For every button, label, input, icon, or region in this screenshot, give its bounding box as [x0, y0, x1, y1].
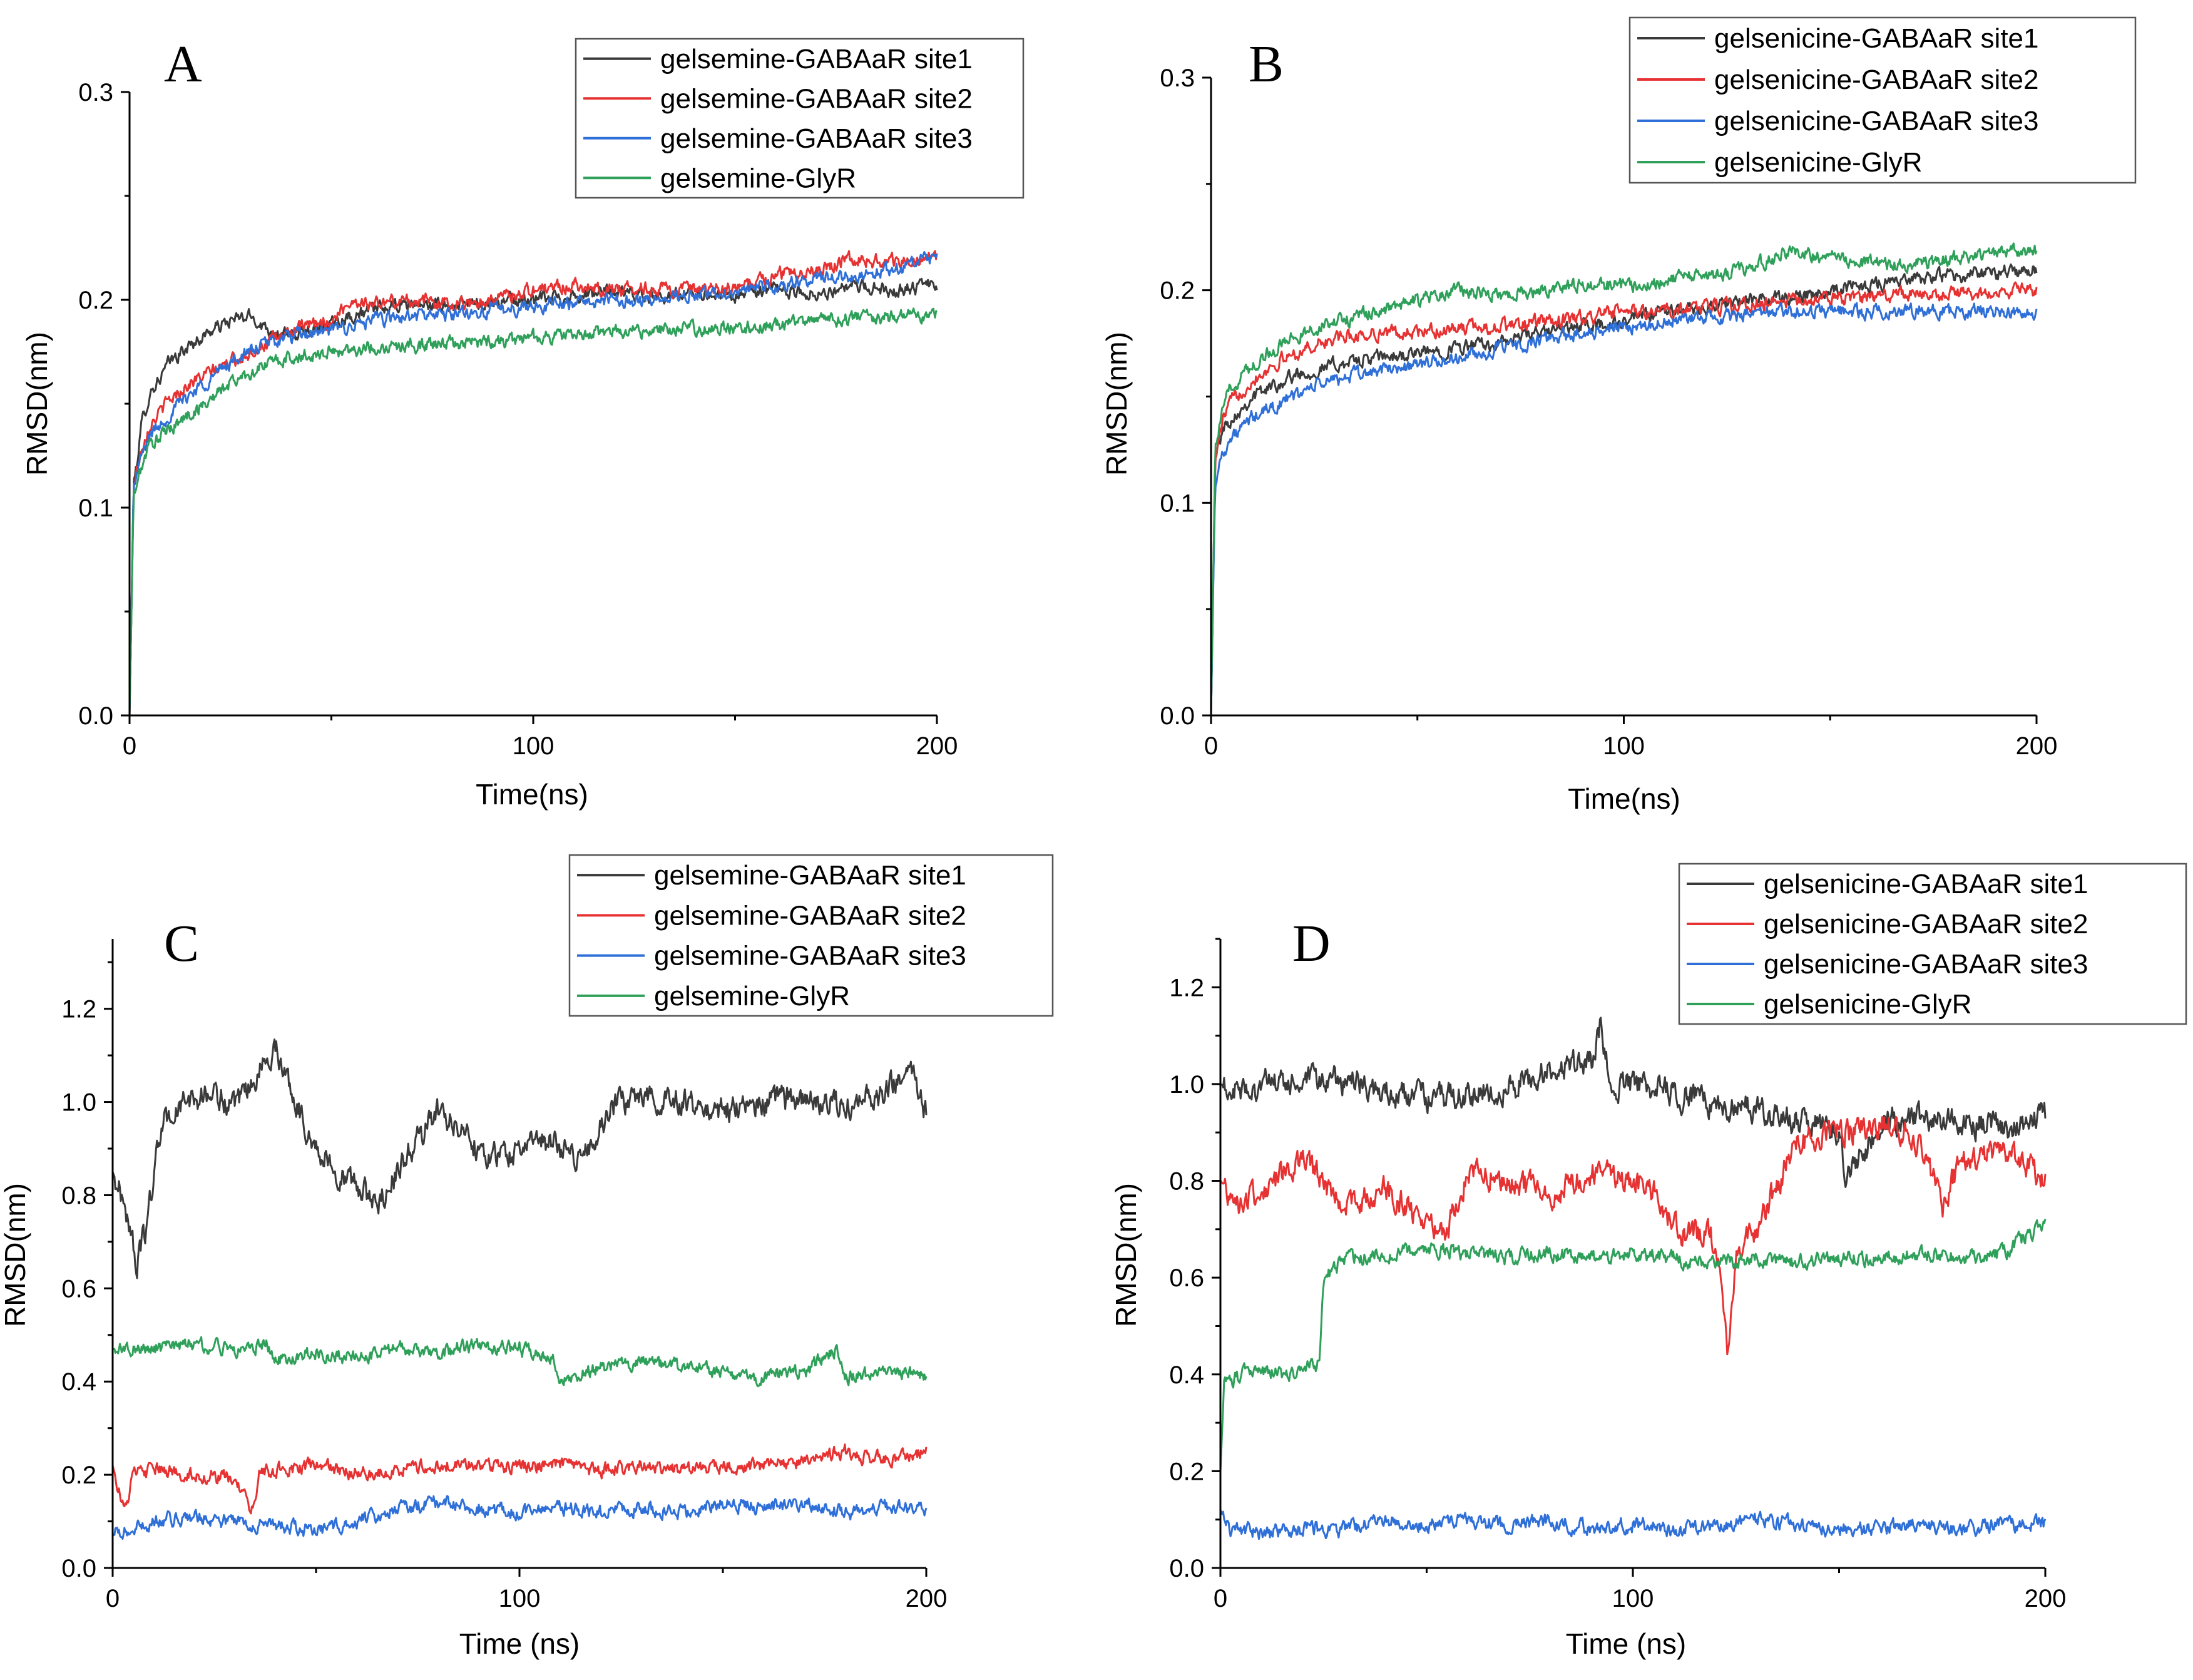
y-tick-label: 0.8 — [1169, 1168, 1204, 1196]
series-line-d-1 — [1220, 1017, 2047, 1188]
legend: gelsenicine-GABAaR site1 gelsenicine-GABA… — [1628, 16, 2137, 184]
legend-label: gelsenicine-GABAaR site3 — [1714, 106, 2038, 136]
y-tick-label: 0.1 — [1160, 489, 1195, 517]
series-line-c-4 — [112, 1336, 928, 1388]
y-tick-label: 0.6 — [1169, 1264, 1204, 1292]
y-axis-label: RMSD(nm) — [1110, 1183, 1142, 1327]
y-axis-label: RMSD(nm) — [21, 332, 53, 476]
series-line-b-2 — [1210, 281, 2038, 716]
series-line-d-4 — [1219, 1219, 2047, 1472]
legend-label: gelsemine-GlyR — [654, 981, 850, 1012]
legend-label: gelsenicine-GlyR — [1714, 147, 1923, 178]
x-tick-label: 200 — [2025, 1585, 2067, 1612]
y-tick-label: 0.0 — [1169, 1555, 1204, 1582]
series-line-c-2 — [111, 1443, 928, 1515]
y-tick-label: 0.2 — [1169, 1458, 1204, 1485]
legend: gelsenicine-GABAaR site1 gelsenicine-GABA… — [1678, 863, 2187, 1025]
y-tick-label: 0.8 — [61, 1182, 96, 1209]
y-tick-label: 1.0 — [61, 1089, 96, 1117]
legend-label: gelsemine-GABAaR site1 — [660, 44, 973, 74]
legend-label: gelsemine-GABAaR site2 — [654, 900, 966, 931]
y-tick-label: 0.4 — [1169, 1361, 1204, 1389]
series-line-a-1 — [128, 277, 938, 716]
legend-label: gelsenicine-GlyR — [1764, 989, 1972, 1020]
x-tick-label: 0 — [123, 732, 136, 760]
x-tick-label: 100 — [1612, 1585, 1654, 1612]
legend-label: gelsenicine-GABAaR site1 — [1714, 23, 2038, 54]
y-tick-label: 0.3 — [1160, 64, 1195, 92]
x-tick-label: 0 — [1214, 1585, 1227, 1612]
x-tick-label: 200 — [916, 732, 958, 760]
legend-label: gelsemine-GABAaR site1 — [654, 860, 966, 891]
legend-label: gelsemine-GABAaR site3 — [660, 123, 973, 154]
panel-d: 0 100 200 0.0 0.2 0.4 0.6 0.8 1.0 1.2 Time (ns) RMS… — [1110, 863, 2187, 1660]
x-tick-label: 200 — [906, 1585, 948, 1612]
series-line-b-4 — [1210, 242, 2038, 716]
legend-box — [568, 854, 1054, 1017]
legend-box — [1628, 16, 2137, 184]
legend-label: gelsenicine-GABAaR site3 — [1764, 949, 2088, 980]
panel-letter: C — [164, 914, 199, 973]
legend-label: gelsenicine-GABAaR site2 — [1764, 909, 2088, 940]
legend: gelsemine-GABAaR site1 gelsemine-GABAaR s… — [575, 38, 1025, 199]
legend-label: gelsemine-GABAaR site2 — [660, 83, 973, 114]
legend-box — [1678, 863, 2187, 1025]
series-line-c-1 — [111, 1038, 928, 1279]
legend-label: gelsenicine-GABAaR site2 — [1714, 64, 2038, 95]
y-tick-label: 1.2 — [1169, 974, 1204, 1001]
y-tick-label: 0.2 — [78, 287, 113, 314]
legend: gelsemine-GABAaR site1 gelsemine-GABAaR s… — [568, 854, 1054, 1017]
y-tick-label: 0.0 — [61, 1555, 96, 1582]
x-axis-label: Time (ns) — [459, 1627, 580, 1660]
series-line-d-2 — [1219, 1115, 2047, 1356]
series-line-a-4 — [128, 307, 938, 716]
series-line-a-3 — [128, 251, 938, 716]
x-axis-label: Time(ns) — [1568, 782, 1680, 815]
x-axis-label: Time (ns) — [1566, 1627, 1687, 1660]
x-axis-label: Time(ns) — [476, 778, 588, 811]
series-line-b-3 — [1210, 302, 2038, 716]
legend-box — [575, 38, 1025, 199]
panel-letter: A — [164, 35, 202, 93]
x-tick-label: 0 — [106, 1585, 120, 1612]
legend-label: gelsemine-GABAaR site3 — [654, 941, 966, 971]
y-tick-label: 0.3 — [78, 79, 113, 106]
y-tick-label: 1.0 — [1169, 1071, 1204, 1099]
y-tick-label: 0.2 — [1160, 277, 1195, 305]
x-tick-label: 100 — [499, 1585, 541, 1612]
panel-a: 0 100 200 0.0 0.1 0.2 0.3 Time(ns) RMSD(nm) A gels… — [21, 35, 1025, 811]
y-tick-label: 0.1 — [78, 494, 113, 522]
y-tick-label: 0.0 — [78, 702, 113, 730]
legend-label: gelsenicine-GABAaR site1 — [1764, 869, 2088, 899]
y-tick-label: 0.6 — [61, 1275, 96, 1303]
panel-b: 0 100 200 0.0 0.1 0.2 0.3 Time(ns) RMSD(nm) B gels… — [1100, 16, 2137, 815]
series-line-b-1 — [1210, 263, 2038, 716]
x-tick-label: 0 — [1204, 732, 1218, 760]
y-tick-label: 0.0 — [1160, 702, 1195, 730]
panel-letter: D — [1292, 914, 1331, 973]
y-tick-label: 0.4 — [61, 1368, 96, 1396]
panel-c: 0 100 200 0.0 0.2 0.4 0.6 0.8 1.0 1.2 Time (ns) RMS… — [0, 854, 1054, 1660]
y-tick-label: 0.2 — [61, 1462, 96, 1489]
y-tick-label: 1.2 — [61, 996, 96, 1023]
y-axis-label: RMSD(nm) — [0, 1183, 31, 1327]
series-line-c-3 — [112, 1495, 928, 1540]
y-axis-label: RMSD(nm) — [1100, 332, 1133, 476]
x-tick-label: 200 — [2016, 732, 2058, 760]
panel-letter: B — [1249, 35, 1284, 93]
legend-label: gelsemine-GlyR — [660, 163, 856, 193]
series-line-d-3 — [1219, 1509, 2047, 1540]
x-tick-label: 100 — [1603, 732, 1645, 760]
x-tick-label: 100 — [513, 732, 555, 760]
